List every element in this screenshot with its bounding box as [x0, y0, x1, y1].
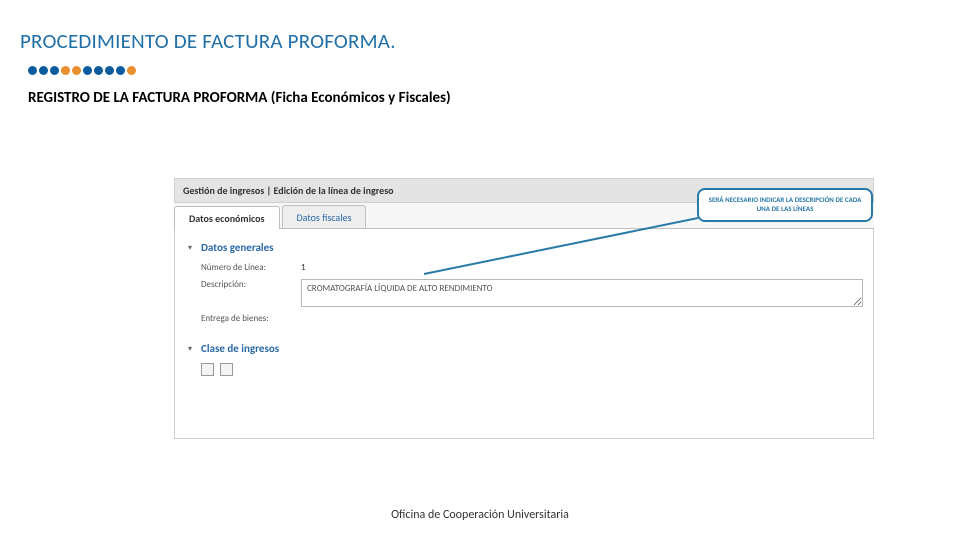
section-title: Datos generales [201, 241, 274, 254]
dot [39, 66, 48, 75]
description-label: Descripción: [201, 279, 293, 290]
list-icon[interactable] [220, 363, 233, 376]
dot [50, 66, 59, 75]
dot [116, 66, 125, 75]
tab-fiscal-data[interactable]: Datos fiscales [282, 205, 367, 228]
dot [94, 66, 103, 75]
add-icon[interactable] [201, 363, 214, 376]
dot [61, 66, 70, 75]
dot [83, 66, 92, 75]
section-general-data: ▾ Datos generales [185, 241, 863, 254]
page-footer: Oficina de Cooperación Universitaria [0, 508, 960, 522]
field-line-number: Número de Línea: 1 [201, 262, 863, 273]
field-goods-delivery: Entrega de bienes: [201, 313, 863, 324]
line-number-label: Número de Línea: [201, 262, 293, 273]
collapse-icon[interactable]: ▾ [185, 344, 195, 354]
dot [105, 66, 114, 75]
page-title: PROCEDIMIENTO DE FACTURA PROFORMA. [0, 0, 960, 60]
income-class-toolbar [201, 363, 863, 376]
dot [127, 66, 136, 75]
section-income-class: ▾ Clase de ingresos [185, 342, 863, 355]
dot [72, 66, 81, 75]
callout-text: SERÁ NECESARIO INDICAR LA DESCRIPCIÓN DE… [709, 195, 862, 213]
description-input[interactable] [301, 279, 863, 307]
tab-panel: ▾ Datos generales Número de Línea: 1 Des… [174, 229, 874, 439]
tab-economic-data[interactable]: Datos económicos [174, 206, 280, 229]
collapse-icon[interactable]: ▾ [185, 243, 195, 253]
callout-box: SERÁ NECESARIO INDICAR LA DESCRIPCIÓN DE… [697, 188, 873, 222]
line-number-value: 1 [301, 262, 306, 273]
page-subtitle: REGISTRO DE LA FACTURA PROFORMA (Ficha E… [0, 75, 960, 107]
decorative-dots [0, 66, 960, 75]
field-description: Descripción: [201, 279, 863, 307]
goods-delivery-label: Entrega de bienes: [201, 313, 293, 324]
dot [28, 66, 37, 75]
section-title: Clase de ingresos [201, 342, 279, 355]
